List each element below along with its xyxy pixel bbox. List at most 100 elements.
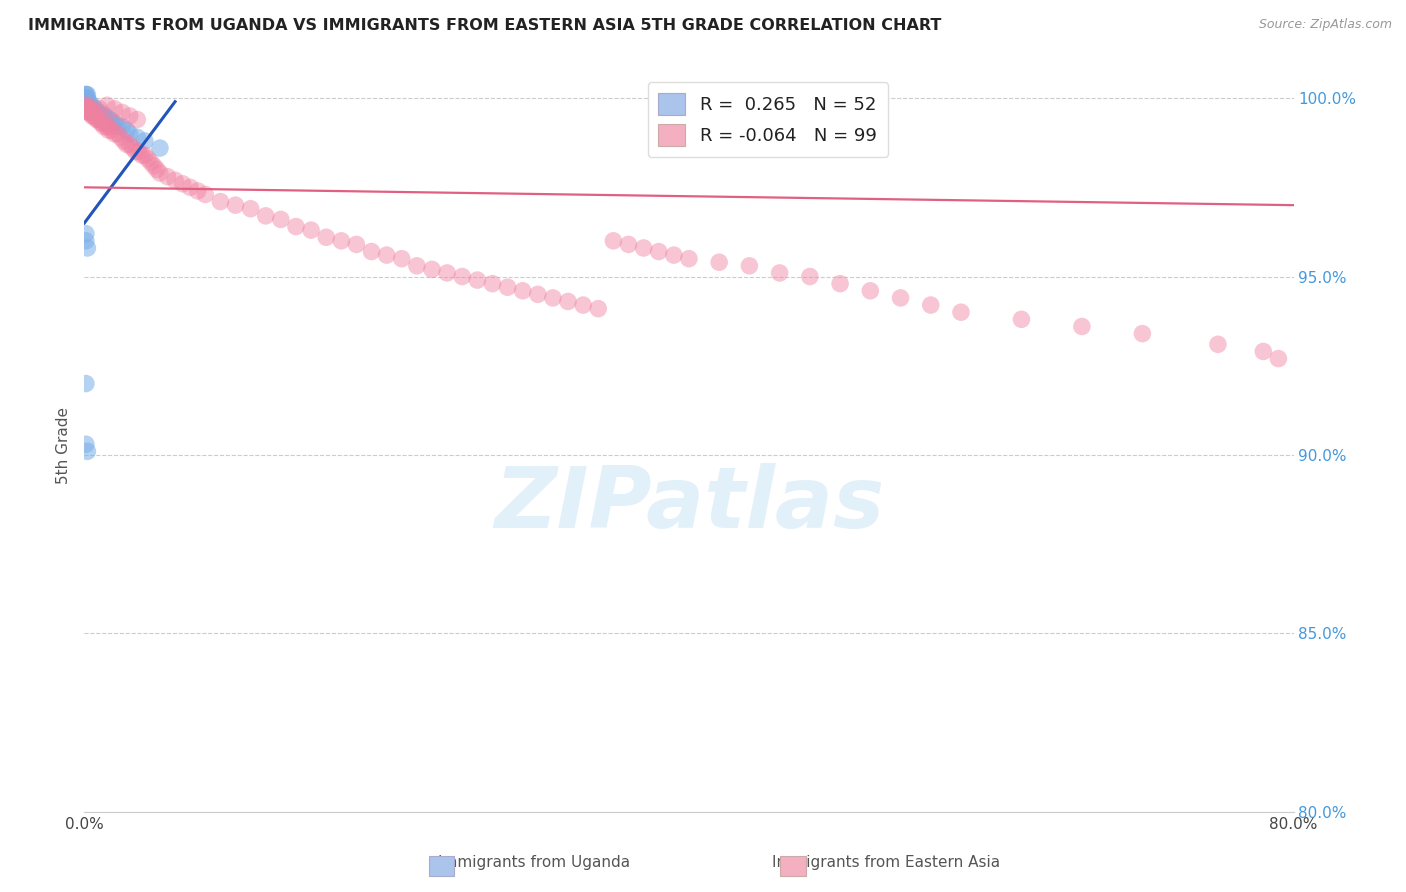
Point (76, 444, 98, 458)
Point (96, 112, 118, 127)
Point (149, 166, 172, 180)
Point (79, 102, 101, 116)
Text: Source: ZipAtlas.com: Source: ZipAtlas.com (1258, 18, 1392, 31)
Point (93, 120, 115, 134)
Point (1130, 326, 1153, 341)
Point (285, 219, 308, 234)
Point (84, 109, 107, 123)
Point (86, 105, 108, 120)
Point (76, 241, 98, 255)
Text: IMMIGRANTS FROM UGANDA VS IMMIGRANTS FROM EASTERN ASIA 5TH GRADE CORRELATION CHA: IMMIGRANTS FROM UGANDA VS IMMIGRANTS FRO… (28, 18, 942, 33)
Point (77, 105, 100, 120)
Point (127, 130, 149, 145)
Point (557, 294, 579, 309)
Point (75, 98, 97, 112)
Point (111, 105, 134, 120)
Point (80, 109, 103, 123)
Point (315, 230, 337, 244)
Point (110, 130, 132, 145)
Point (391, 252, 413, 266)
Point (299, 223, 322, 237)
Text: ZIPatlas: ZIPatlas (494, 463, 884, 546)
Point (104, 116, 127, 130)
Point (1071, 319, 1094, 334)
Point (346, 237, 368, 252)
Point (254, 209, 277, 223)
Point (1011, 312, 1033, 326)
Point (239, 202, 262, 216)
Point (76, 98, 98, 112)
Point (76, 91, 98, 105)
Point (76, 95, 98, 109)
Point (920, 298, 942, 312)
Point (112, 134, 135, 148)
Point (127, 112, 149, 127)
Point (87, 105, 110, 120)
Point (100, 116, 122, 130)
Point (149, 141, 172, 155)
Point (799, 269, 821, 284)
Point (89, 102, 111, 116)
Point (375, 248, 398, 262)
Point (830, 277, 852, 291)
Point (139, 155, 162, 169)
Point (90, 109, 112, 123)
Point (77, 95, 100, 109)
Point (75, 234, 97, 248)
Point (79, 98, 101, 112)
Point (950, 305, 973, 319)
Point (76, 87, 98, 102)
Point (451, 269, 474, 284)
Point (131, 148, 153, 162)
Point (662, 248, 685, 262)
Point (420, 262, 443, 277)
Point (172, 177, 194, 191)
Point (77, 98, 100, 112)
Point (527, 287, 550, 301)
Point (82, 105, 104, 120)
Point (75, 376, 97, 391)
Point (75, 91, 97, 105)
Point (75, 102, 97, 116)
Point (709, 255, 731, 269)
Legend: R =  0.265   N = 52, R = -0.064   N = 99: R = 0.265 N = 52, R = -0.064 N = 99 (648, 82, 887, 157)
Point (98, 120, 121, 134)
Point (136, 152, 159, 166)
Point (481, 277, 503, 291)
Point (76, 102, 98, 116)
Point (107, 120, 129, 134)
Point (75, 87, 97, 102)
Point (512, 284, 534, 298)
Y-axis label: 5th Grade: 5th Grade (56, 408, 72, 484)
Point (101, 116, 124, 130)
Point (82, 102, 104, 116)
Point (134, 134, 156, 148)
Point (187, 184, 209, 198)
Point (118, 109, 141, 123)
Point (79, 102, 101, 116)
Point (77, 102, 100, 116)
Point (859, 284, 882, 298)
Point (121, 141, 143, 155)
Point (769, 266, 792, 280)
Point (76, 102, 98, 116)
Point (111, 120, 134, 134)
Point (77, 105, 100, 120)
Point (75, 102, 97, 116)
Point (75, 437, 97, 451)
Point (80, 102, 103, 116)
Point (75, 91, 97, 105)
Point (128, 145, 150, 159)
Point (1253, 344, 1275, 359)
Point (890, 291, 912, 305)
Text: Immigrants from Uganda: Immigrants from Uganda (439, 855, 630, 870)
Point (406, 259, 429, 273)
Point (75, 87, 97, 102)
Text: Immigrants from Eastern Asia: Immigrants from Eastern Asia (772, 855, 1000, 870)
Point (633, 241, 655, 255)
Point (125, 145, 148, 159)
Point (572, 298, 595, 312)
Point (82, 109, 104, 123)
Point (118, 137, 141, 152)
Point (270, 212, 292, 227)
